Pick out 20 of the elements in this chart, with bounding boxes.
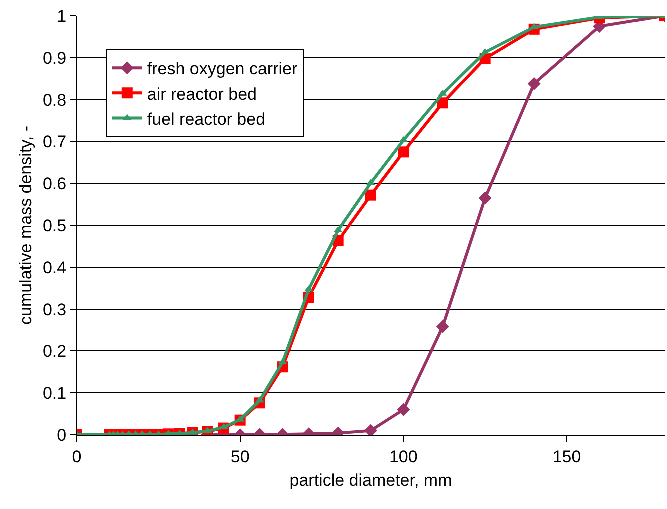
y-tick-label: 0 — [57, 426, 67, 445]
x-tick-label: 50 — [230, 447, 250, 466]
y-tick-label: 0.3 — [42, 300, 67, 320]
legend-label: fresh oxygen carrier — [147, 60, 298, 79]
legend-label: air reactor bed — [147, 84, 258, 104]
y-tick-label: 0.5 — [42, 216, 67, 236]
y-axis-title: cumulative mass density, - — [16, 126, 36, 326]
y-tick-label: 0.1 — [42, 384, 67, 404]
y-tick-label: 0.7 — [42, 132, 67, 152]
y-tick-label: 0.4 — [42, 258, 67, 278]
x-tick-label: 0 — [72, 447, 82, 466]
y-tick-label: 0.6 — [42, 174, 67, 194]
x-tick-label: 150 — [552, 447, 582, 466]
x-axis-title: particle diameter, mm — [290, 470, 452, 490]
y-tick-label: 0.8 — [42, 90, 67, 110]
legend-label: fuel reactor bed — [147, 110, 266, 129]
y-tick-label: 0.9 — [42, 48, 67, 68]
y-tick-label: 1 — [57, 6, 67, 26]
x-tick-label: 100 — [389, 447, 418, 466]
y-tick-label: 0.2 — [42, 342, 67, 362]
